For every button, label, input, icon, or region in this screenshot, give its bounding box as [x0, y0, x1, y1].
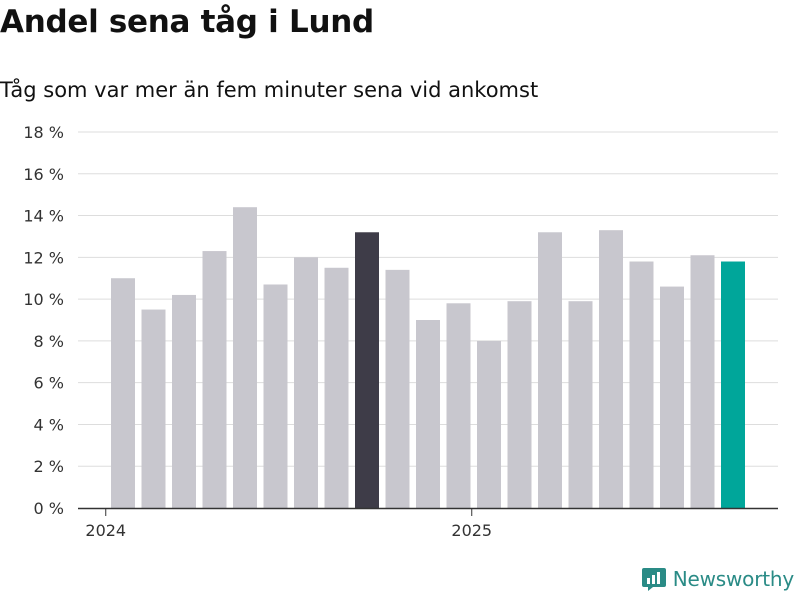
newsworthy-logo-icon — [641, 568, 666, 591]
chart-subtitle: Tåg som var mer än fem minuter sena vid … — [0, 78, 539, 102]
x-tick-label: 2024 — [85, 521, 126, 540]
brand-logo: Newsworthy — [641, 566, 794, 592]
bar — [507, 301, 532, 508]
y-tick-label: 6 % — [34, 374, 64, 393]
bar — [629, 261, 654, 508]
y-tick-label: 12 % — [23, 248, 64, 267]
y-tick-label: 16 % — [23, 165, 64, 184]
bar — [263, 284, 288, 508]
bar — [599, 230, 623, 508]
bar — [416, 320, 440, 508]
y-tick-label: 8 % — [34, 332, 64, 351]
bar — [690, 255, 715, 508]
bar — [111, 278, 135, 508]
x-tick-label: 2025 — [451, 521, 492, 540]
y-tick-label: 0 % — [34, 499, 64, 518]
y-tick-label: 4 % — [34, 415, 64, 434]
chart-title: Andel sena tåg i Lund — [0, 4, 374, 40]
y-tick-label: 2 % — [34, 457, 64, 476]
bar — [141, 309, 166, 508]
bar — [660, 286, 684, 508]
bar — [446, 303, 471, 508]
bar — [202, 251, 227, 509]
bar — [538, 232, 562, 508]
bar — [721, 261, 745, 508]
y-tick-label: 14 % — [23, 207, 64, 226]
bar — [477, 340, 501, 508]
bar — [355, 232, 379, 508]
bar — [294, 257, 318, 508]
y-tick-label: 18 % — [23, 123, 64, 142]
bar — [385, 269, 410, 508]
bar — [324, 267, 349, 508]
brand-name: Newsworthy — [672, 567, 794, 591]
y-tick-label: 10 % — [23, 290, 64, 309]
bar — [172, 294, 196, 508]
bar — [568, 301, 593, 508]
bar — [233, 207, 257, 508]
